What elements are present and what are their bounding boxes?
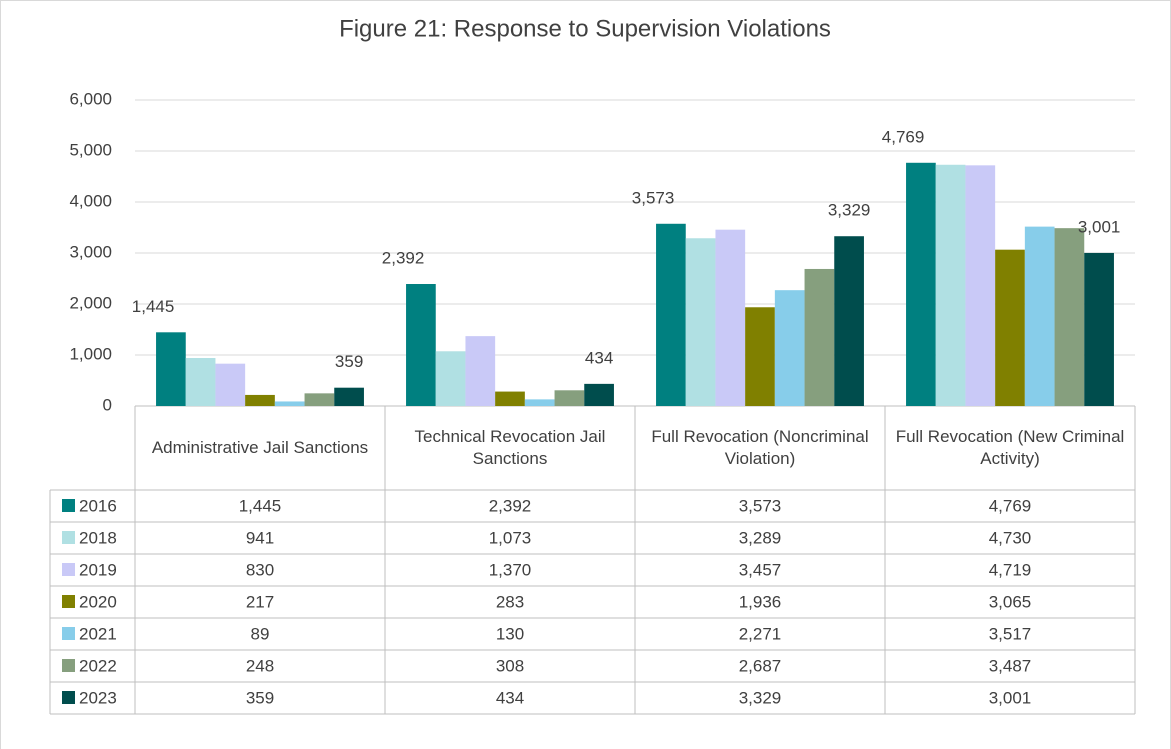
bar [406, 284, 436, 406]
bar [554, 390, 585, 406]
x-tick-label: Full Revocation (New Criminal Activity) [895, 426, 1125, 468]
table-cell: 830 [246, 560, 274, 579]
table-cell: 1,936 [739, 592, 782, 611]
bar [495, 391, 525, 406]
table-cell: 89 [251, 624, 270, 643]
table-cell: 1,073 [489, 528, 532, 547]
data-label: 3,573 [632, 188, 675, 207]
legend-label: 2023 [79, 688, 117, 707]
y-tick-label: 4,000 [69, 191, 112, 210]
bar [435, 351, 466, 406]
legend-label: 2022 [79, 656, 117, 675]
table-cell: 3,573 [739, 496, 782, 515]
table-cell: 4,769 [989, 496, 1032, 515]
y-tick-label: 6,000 [69, 89, 112, 108]
legend-label: 2018 [79, 528, 117, 547]
bar [656, 223, 686, 406]
bar [584, 383, 614, 406]
table-cell: 2,392 [489, 496, 532, 515]
bar [334, 387, 364, 406]
x-tick-label-box: Full Revocation (New Criminal Activity) [895, 426, 1125, 468]
table-cell: 359 [246, 688, 274, 707]
chart-title: Figure 21: Response to Supervision Viola… [339, 15, 831, 42]
legend-swatch [62, 563, 75, 576]
table-cell: 2,687 [739, 656, 782, 675]
data-label: 359 [335, 352, 363, 371]
table-cell: 3,457 [739, 560, 782, 579]
bar [935, 164, 966, 406]
bar [834, 236, 864, 406]
x-tick-label-box: Administrative Jail Sanctions [151, 437, 369, 457]
table-cell: 4,719 [989, 560, 1032, 579]
x-tick-label: Technical Revocation Jail Sanctions [414, 426, 606, 468]
x-tick-label: Administrative Jail Sanctions [151, 437, 369, 457]
table-cell: 3,517 [989, 624, 1032, 643]
bar [1054, 228, 1085, 406]
bar [185, 358, 216, 406]
data-label: 2,392 [382, 248, 425, 267]
legend-label: 2021 [79, 624, 117, 643]
table-cell: 941 [246, 528, 274, 547]
bar [1024, 226, 1055, 406]
y-tick-label: 5,000 [69, 140, 112, 159]
table-cell: 3,487 [989, 656, 1032, 675]
bar [965, 165, 996, 406]
data-label: 434 [585, 348, 613, 367]
table-cell: 308 [496, 656, 524, 675]
legend-label: 2016 [79, 496, 117, 515]
x-tick-label: Full Revocation (Noncriminal Violation) [651, 426, 869, 468]
y-tick-label: 1,000 [69, 344, 112, 363]
legend-swatch [62, 499, 75, 512]
x-tick-label-box: Full Revocation (Noncriminal Violation) [651, 426, 869, 468]
bar [745, 307, 775, 406]
table-cell: 3,065 [989, 592, 1032, 611]
data-label: 3,001 [1078, 217, 1121, 236]
bar [215, 363, 246, 406]
table-cell: 4,730 [989, 528, 1032, 547]
data-label: 4,769 [882, 127, 925, 146]
y-tick-label: 2,000 [69, 293, 112, 312]
table-cell: 130 [496, 624, 524, 643]
bar [1084, 252, 1114, 406]
bar [245, 394, 275, 406]
bar [906, 162, 936, 406]
bar [804, 268, 835, 406]
legend-swatch [62, 531, 75, 544]
legend-label: 2020 [79, 592, 117, 611]
legend-swatch [62, 595, 75, 608]
table-cell: 3,289 [739, 528, 782, 547]
bar [156, 332, 186, 406]
y-tick-label: 0 [103, 395, 112, 414]
bar [274, 401, 305, 406]
legend-label: 2019 [79, 560, 117, 579]
bar [465, 336, 496, 406]
table-cell: 3,329 [739, 688, 782, 707]
legend-swatch [62, 691, 75, 704]
legend-swatch [62, 659, 75, 672]
x-tick-label-box: Technical Revocation Jail Sanctions [414, 426, 606, 468]
bar [715, 229, 746, 406]
bar [304, 393, 335, 406]
table-cell: 434 [496, 688, 524, 707]
legend-swatch [62, 627, 75, 640]
bar [774, 290, 805, 406]
table-cell: 248 [246, 656, 274, 675]
bar [524, 399, 555, 406]
data-label: 3,329 [828, 201, 871, 220]
table-cell: 283 [496, 592, 524, 611]
bar [685, 238, 716, 406]
table-cell: 217 [246, 592, 274, 611]
data-label: 1,445 [132, 297, 175, 316]
table-cell: 2,271 [739, 624, 782, 643]
bar [995, 249, 1025, 406]
y-tick-label: 3,000 [69, 242, 112, 261]
table-cell: 1,370 [489, 560, 532, 579]
table-cell: 1,445 [239, 496, 282, 515]
table-cell: 3,001 [989, 688, 1032, 707]
